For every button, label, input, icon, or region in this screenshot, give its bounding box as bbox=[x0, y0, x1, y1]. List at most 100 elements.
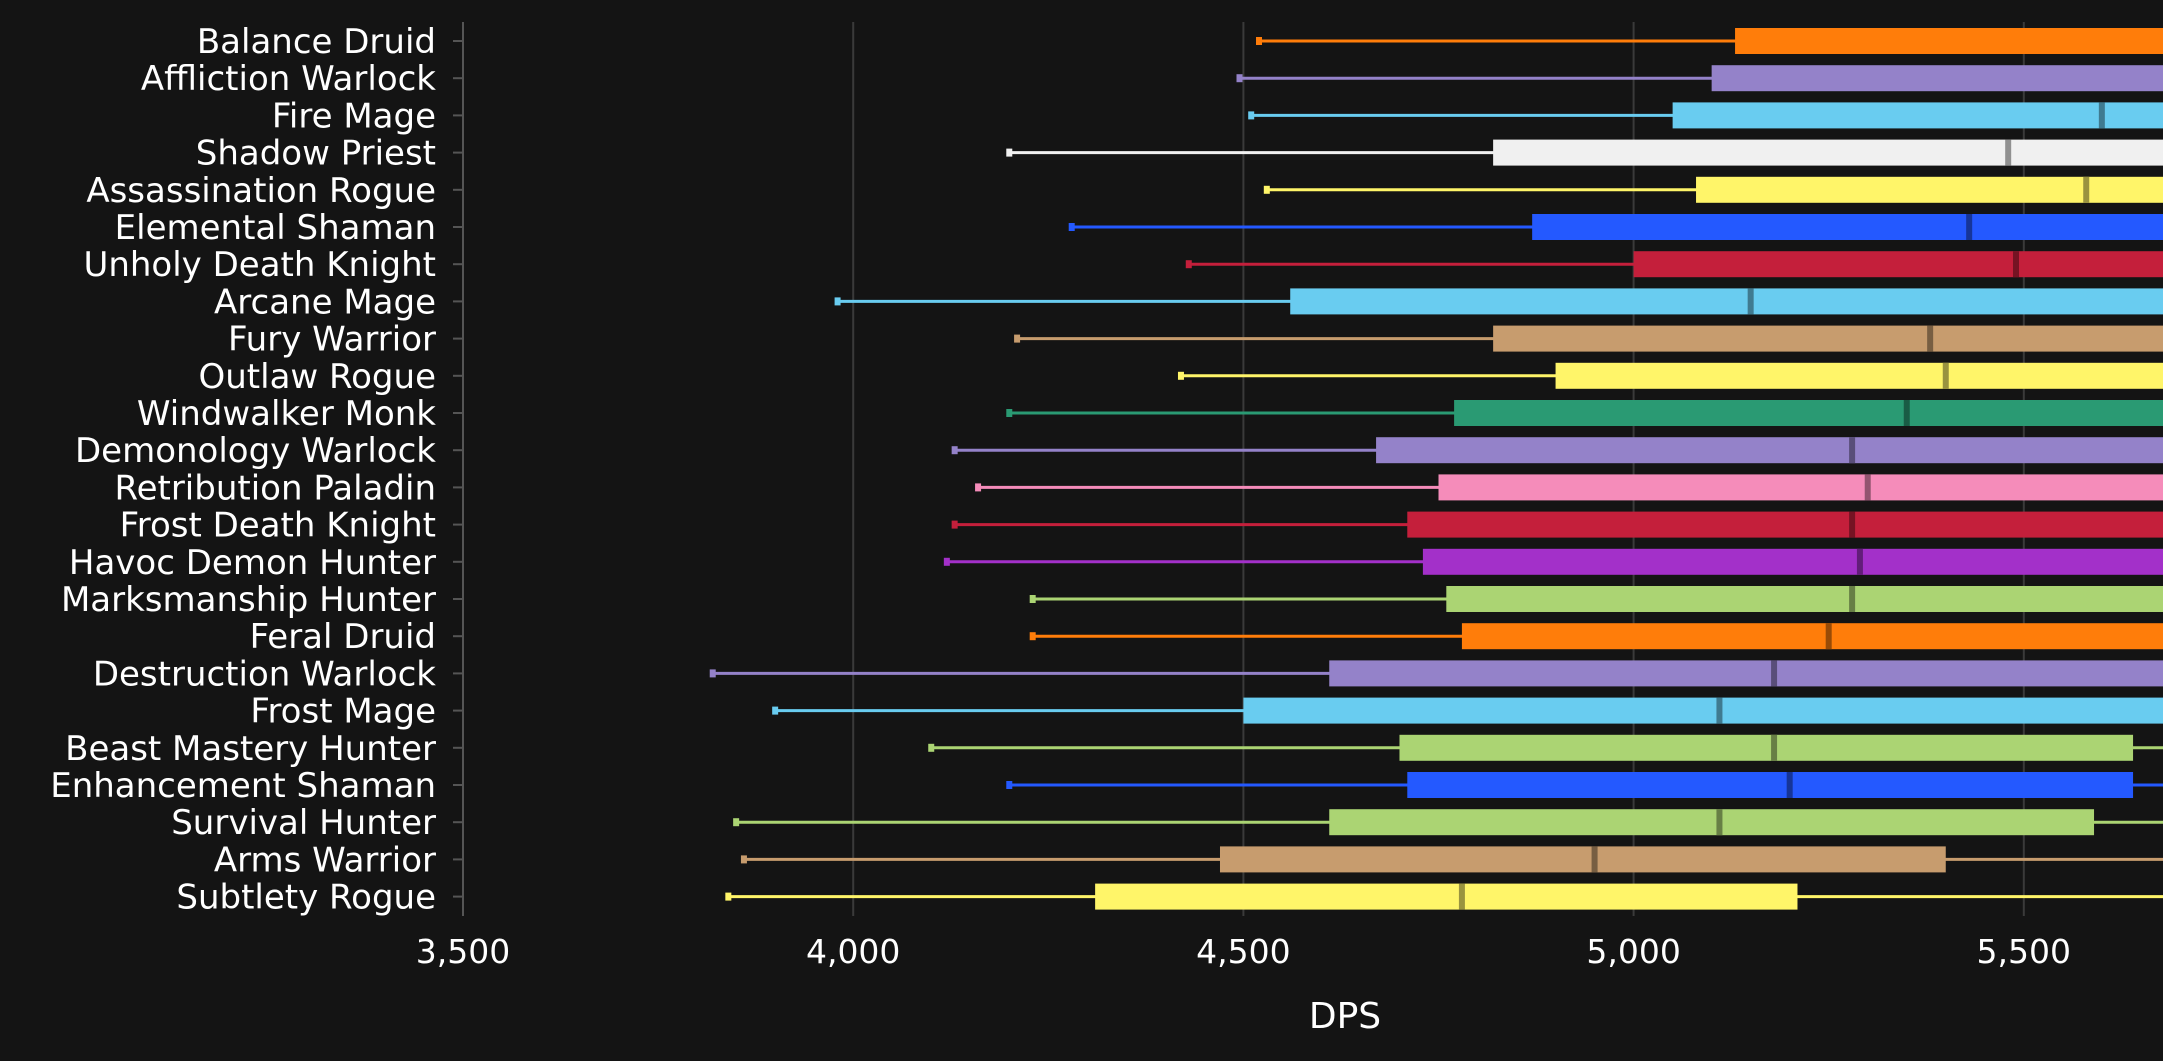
y-axis bbox=[453, 22, 464, 916]
median-marker bbox=[1927, 325, 1934, 352]
category-label: Windwalker Monk bbox=[137, 394, 436, 434]
median-marker bbox=[1942, 362, 1949, 389]
whisker-cap-min bbox=[928, 743, 935, 752]
category-label: Assassination Rogue bbox=[86, 171, 436, 211]
box-iqr bbox=[1696, 176, 2163, 203]
x-axis-title: DPS bbox=[1309, 996, 1381, 1037]
median-marker bbox=[1903, 400, 1910, 426]
box-iqr bbox=[1329, 660, 2163, 687]
whisker-cap-min bbox=[1006, 409, 1013, 417]
whisker-cap-min bbox=[951, 446, 958, 455]
category-label: Arms Warrior bbox=[214, 840, 436, 880]
x-axis-ticks: 3,5004,0004,5005,0005,5006,0006,5007,000… bbox=[416, 932, 2071, 971]
category-label: Beast Mastery Hunter bbox=[65, 729, 436, 769]
median-marker bbox=[1716, 697, 1723, 724]
category-label: Havoc Demon Hunter bbox=[69, 543, 436, 583]
category-label: Balance Druid bbox=[197, 22, 436, 62]
box-iqr bbox=[1672, 102, 2163, 129]
box-iqr bbox=[1532, 214, 2163, 240]
whisker-cap-min bbox=[1029, 632, 1036, 641]
median-marker bbox=[2083, 176, 2090, 203]
median-marker bbox=[1458, 883, 1465, 910]
whisker-cap-min bbox=[709, 669, 716, 678]
whisker-cap-min bbox=[772, 706, 779, 715]
whisker-cap-min bbox=[740, 855, 747, 864]
whisker-cap-min bbox=[1177, 371, 1184, 380]
whisker-cap-min bbox=[975, 483, 982, 492]
median-marker bbox=[1856, 548, 1863, 575]
median-marker bbox=[1849, 586, 1856, 612]
whisker-cap-min bbox=[834, 297, 841, 306]
grid-lines bbox=[852, 22, 2025, 916]
category-label: Destruction Warlock bbox=[93, 654, 436, 694]
median-marker bbox=[1716, 809, 1723, 836]
box-iqr bbox=[1290, 288, 2163, 315]
box-iqr bbox=[1633, 251, 2163, 278]
box-iqr bbox=[1454, 400, 2163, 426]
category-label: Outlaw Rogue bbox=[199, 357, 437, 397]
x-tick-label: 5,500 bbox=[1977, 932, 2071, 971]
box-iqr bbox=[1555, 362, 2163, 389]
box-iqr bbox=[1243, 697, 2163, 724]
category-label: Enhancement Shaman bbox=[50, 766, 436, 806]
box-iqr bbox=[1461, 623, 2163, 650]
median-marker bbox=[1747, 288, 1754, 315]
box-iqr bbox=[1422, 548, 2163, 575]
median-marker bbox=[2098, 102, 2105, 129]
whisker-cap-min bbox=[1236, 74, 1243, 83]
median-marker bbox=[1591, 846, 1598, 873]
category-label: Arcane Mage bbox=[214, 282, 436, 322]
category-label: Unholy Death Knight bbox=[83, 245, 436, 285]
x-tick-label: 3,500 bbox=[416, 932, 510, 971]
category-label: Elemental Shaman bbox=[115, 208, 436, 248]
whisker-cap-min bbox=[1248, 111, 1255, 120]
median-marker bbox=[2005, 139, 2012, 166]
box-series bbox=[709, 28, 2163, 910]
box-iqr bbox=[1219, 846, 1946, 873]
category-label: Shadow Priest bbox=[196, 134, 436, 174]
median-marker bbox=[1771, 660, 1778, 687]
category-label: Feral Druid bbox=[250, 617, 436, 657]
box-iqr bbox=[1493, 139, 2163, 166]
box-iqr bbox=[1329, 809, 2095, 836]
x-tick-label: 4,500 bbox=[1196, 932, 1290, 971]
box-iqr bbox=[1493, 325, 2163, 352]
box-iqr bbox=[1711, 65, 2163, 92]
x-tick-label: 5,000 bbox=[1586, 932, 1680, 971]
category-label: Fire Mage bbox=[272, 96, 436, 136]
category-label: Affliction Warlock bbox=[141, 59, 436, 99]
whisker-cap-min bbox=[1006, 148, 1013, 157]
whisker-cap-min bbox=[943, 557, 950, 566]
whisker-cap-min bbox=[733, 818, 740, 827]
median-marker bbox=[2012, 251, 2019, 278]
box-iqr bbox=[1399, 734, 2134, 761]
box-iqr bbox=[1407, 511, 2163, 538]
whisker-cap-min bbox=[725, 892, 732, 901]
category-label: Demonology Warlock bbox=[75, 431, 436, 471]
median-marker bbox=[1786, 772, 1793, 798]
whisker-cap-min bbox=[951, 520, 958, 529]
whisker-cap-min bbox=[1014, 334, 1021, 343]
whisker-cap-min bbox=[1256, 37, 1263, 45]
whisker-cap-min bbox=[1263, 185, 1270, 194]
median-marker bbox=[1864, 474, 1871, 501]
box-iqr bbox=[1735, 28, 2163, 54]
median-marker bbox=[1966, 214, 1973, 240]
category-label: Frost Death Knight bbox=[120, 506, 436, 546]
whisker-cap-min bbox=[1185, 260, 1192, 269]
whisker-cap-min bbox=[1068, 223, 1075, 231]
category-label: Subtlety Rogue bbox=[176, 878, 436, 918]
category-label: Frost Mage bbox=[250, 692, 436, 732]
median-marker bbox=[1849, 511, 1856, 538]
median-marker bbox=[1849, 437, 1856, 464]
median-marker bbox=[1825, 623, 1832, 650]
box-iqr bbox=[1446, 586, 2163, 612]
box-iqr bbox=[1095, 883, 1798, 910]
box-iqr bbox=[1438, 474, 2163, 501]
category-label: Marksmanship Hunter bbox=[61, 580, 436, 620]
x-tick-label: 4,000 bbox=[806, 932, 900, 971]
category-label: Fury Warrior bbox=[228, 320, 436, 360]
median-marker bbox=[1771, 734, 1778, 761]
